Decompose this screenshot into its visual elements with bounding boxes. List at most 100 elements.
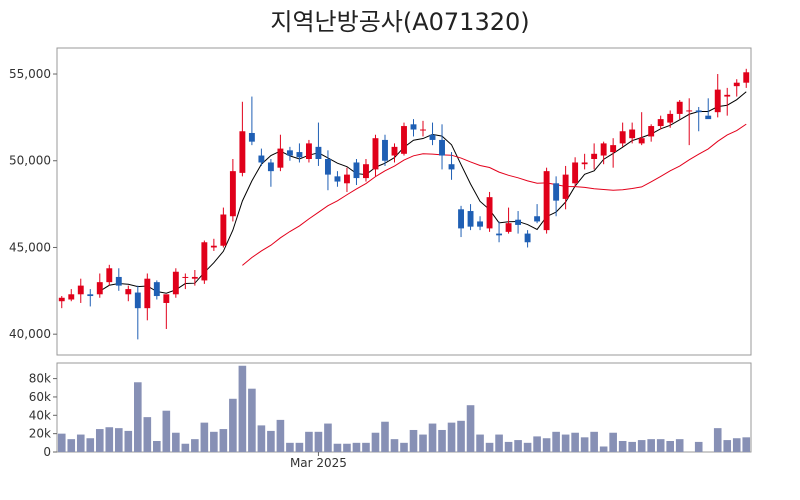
candle-body [629, 129, 636, 139]
volume-bar [438, 429, 446, 452]
volume-bar [675, 439, 684, 452]
candle-body [600, 143, 607, 156]
candle [591, 143, 598, 170]
short-moving-average-line [99, 91, 747, 294]
chart-title: 지역난방공사(A071320) [270, 8, 530, 36]
candle-body [201, 242, 208, 281]
volume-axis: 0 20k 40k 60k 80k [29, 372, 57, 459]
volume-bar [466, 405, 475, 452]
candle-body [572, 162, 579, 184]
candle-body [410, 124, 417, 130]
candle [657, 115, 664, 130]
volume-bar [67, 439, 76, 452]
candle [163, 294, 170, 329]
candle [448, 152, 455, 180]
volume-bar [57, 433, 66, 452]
candle [629, 122, 636, 144]
candle [420, 120, 426, 137]
candle-body [581, 162, 588, 165]
candle-body [286, 150, 293, 156]
candle-body [676, 101, 683, 114]
candle-body [705, 115, 712, 120]
candle [239, 101, 246, 177]
candle-body [486, 197, 493, 229]
candle [581, 153, 588, 170]
candle [201, 240, 208, 284]
candle-body [68, 294, 75, 300]
candle [87, 289, 94, 307]
price-tick-label: 40,000 [9, 327, 51, 341]
candle-body [610, 145, 617, 153]
moving-average-lines [99, 91, 747, 294]
price-tick-label: 55,000 [9, 67, 51, 81]
candle-body [296, 152, 303, 158]
candle [667, 110, 674, 128]
volume-bar [76, 434, 85, 452]
candle [68, 289, 75, 302]
candle [733, 79, 740, 97]
candle-body [172, 271, 179, 295]
volume-bar [580, 437, 589, 452]
volume-bar [476, 434, 484, 452]
candle [229, 159, 236, 222]
volume-bar [647, 439, 655, 452]
candle [305, 139, 312, 163]
candle-body [543, 171, 550, 231]
candle [553, 176, 560, 217]
candle [467, 204, 474, 231]
candle [334, 171, 341, 187]
volume-bar [238, 365, 247, 452]
candle-body [391, 146, 398, 156]
volume-bar [485, 442, 494, 452]
volume-bar [447, 422, 456, 452]
candle [705, 98, 712, 120]
volume-bar [114, 428, 123, 452]
volume-bar [181, 443, 190, 452]
candle [676, 100, 683, 120]
volume-bar [229, 398, 237, 452]
volume-bar [419, 434, 427, 452]
volume-bar [628, 441, 636, 452]
candle-body [163, 294, 170, 303]
volume-bar [400, 442, 408, 452]
volume-bar [343, 443, 351, 452]
candle [429, 122, 436, 146]
candle-body [115, 276, 122, 286]
candle-body [134, 292, 141, 309]
volume-bar [172, 432, 180, 452]
candle-body [210, 245, 217, 248]
volume-bar [732, 438, 741, 452]
date-tick-label: Mar 2025 [290, 456, 347, 470]
volume-bar [105, 427, 114, 452]
candle-body [239, 131, 246, 173]
volume-bar [143, 417, 152, 452]
volume-bar [533, 436, 541, 452]
candle [619, 122, 626, 147]
volume-bar [124, 430, 133, 452]
candle [439, 124, 445, 170]
volume-bar [162, 410, 171, 452]
volume-bar [552, 431, 560, 452]
candle-body [77, 285, 84, 295]
candle [324, 150, 331, 191]
candle [125, 285, 132, 302]
candle-body [106, 268, 113, 283]
candle [296, 143, 303, 163]
candle [115, 268, 122, 291]
candle-body [714, 89, 721, 113]
candle [382, 134, 388, 166]
price-plot-frame [56, 47, 752, 356]
volume-tick-label: 60k [29, 390, 51, 404]
candle [505, 207, 512, 234]
candle-body [315, 146, 322, 160]
volume-bar [219, 429, 228, 452]
volume-bar [561, 434, 570, 452]
candle-body [733, 82, 740, 87]
candle-body [87, 294, 94, 297]
candle-body [334, 176, 341, 182]
volume-bars [57, 365, 751, 452]
volume-bar [742, 437, 751, 452]
candle-body [182, 276, 189, 278]
candle-body [638, 138, 645, 144]
